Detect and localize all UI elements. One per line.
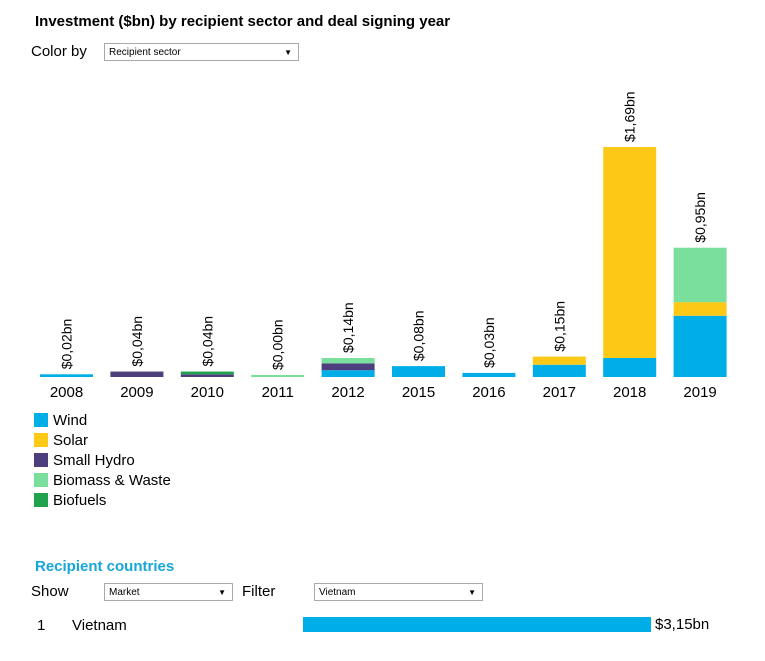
bar-segment-2017-wind[interactable] <box>532 364 586 377</box>
legend-label: Biomass & Waste <box>53 471 171 489</box>
bar-segment-2009-small-hydro[interactable] <box>110 371 164 377</box>
bar-segment-2012-biomass-waste[interactable] <box>321 357 375 364</box>
legend-item-small-hydro[interactable]: Small Hydro <box>34 450 171 470</box>
bar-total-label: $0,14bn <box>340 302 356 353</box>
legend-item-biofuels[interactable]: Biofuels <box>34 490 171 510</box>
bar-total-label: $0,02bn <box>59 319 75 370</box>
legend-swatch-solar <box>34 433 48 447</box>
show-selected: Market <box>109 587 140 598</box>
country-rank: 1 <box>37 617 46 634</box>
bar-segment-2019-biomass-waste[interactable] <box>673 247 727 303</box>
color-by-select[interactable]: Recipient sector ▼ <box>104 43 299 61</box>
x-tick-label: 2010 <box>191 384 224 401</box>
bar-segment-2010-small-hydro[interactable] <box>180 374 234 377</box>
bar-total-label: $0,00bn <box>270 319 286 370</box>
bar-segment-2010-biofuels[interactable] <box>180 371 234 375</box>
country-name: Vietnam <box>72 617 127 634</box>
bar-segment-2019-solar[interactable] <box>673 302 727 316</box>
x-tick-label: 2008 <box>50 384 83 401</box>
filter-label: Filter <box>242 583 276 600</box>
bar-segment-2016-wind[interactable] <box>462 372 516 377</box>
x-tick-label: 2009 <box>120 384 153 401</box>
show-select[interactable]: Market ▼ <box>104 583 233 601</box>
bar-total-label: $1,69bn <box>622 91 638 142</box>
bar-segment-2018-solar[interactable] <box>603 147 657 358</box>
filter-select[interactable]: Vietnam ▼ <box>314 583 483 601</box>
legend-label: Biofuels <box>53 491 107 509</box>
x-tick-label: 2012 <box>331 384 364 401</box>
chevron-down-icon: ▼ <box>468 588 476 597</box>
legend-label: Solar <box>53 431 89 449</box>
bar-segment-2018-wind[interactable] <box>603 357 657 377</box>
x-tick-label: 2015 <box>402 384 435 401</box>
country-bar-vietnam[interactable] <box>303 617 651 632</box>
x-tick-label: 2019 <box>683 384 716 401</box>
color-by-selected: Recipient sector <box>109 47 181 58</box>
x-tick-label: 2018 <box>613 384 646 401</box>
bar-segment-2012-small-hydro[interactable] <box>321 363 375 371</box>
legend: Wind Solar Small Hydro Biomass & Waste B… <box>34 410 171 510</box>
show-label: Show <box>31 583 69 600</box>
bar-segment-2011-biomass-waste[interactable] <box>251 375 305 377</box>
stacked-bar-chart: 2008 $0,02bn 2009 $0,04bn 2010 $0,04bn 2011 $0,… <box>40 91 727 401</box>
bar-segment-2017-solar[interactable] <box>532 356 586 365</box>
legend-item-wind[interactable]: Wind <box>34 410 171 430</box>
bar-segment-2012-wind[interactable] <box>321 370 375 377</box>
recipient-countries-title: Recipient countries <box>35 558 175 575</box>
legend-swatch-small-hydro <box>34 453 48 467</box>
bar-total-label: $0,95bn <box>692 192 708 243</box>
bar-segment-2008-wind[interactable] <box>40 374 93 377</box>
legend-item-solar[interactable]: Solar <box>34 430 171 450</box>
country-value-label: $3,15bn <box>655 616 710 633</box>
bar-total-label: $0,03bn <box>481 317 497 368</box>
chevron-down-icon: ▼ <box>218 588 226 597</box>
filter-selected: Vietnam <box>319 587 356 598</box>
bar-total-label: $0,08bn <box>411 311 427 362</box>
chevron-down-icon: ▼ <box>284 48 292 57</box>
bar-total-label: $0,15bn <box>551 301 567 352</box>
bar-total-label: $0,04bn <box>199 316 215 367</box>
legend-swatch-wind <box>34 413 48 427</box>
legend-swatch-biofuels <box>34 493 48 507</box>
bar-segment-2015-wind[interactable] <box>392 366 445 377</box>
legend-label: Wind <box>53 411 88 429</box>
x-tick-label: 2017 <box>543 384 576 401</box>
chart-title: Investment ($bn) by recipient sector and… <box>35 13 451 30</box>
x-tick-label: 2011 <box>262 384 294 401</box>
x-tick-label: 2016 <box>472 384 505 401</box>
legend-swatch-biomass-waste <box>34 473 48 487</box>
color-by-label: Color by <box>31 43 87 60</box>
legend-item-biomass-waste[interactable]: Biomass & Waste <box>34 470 171 490</box>
bar-total-label: $0,04bn <box>129 316 145 367</box>
legend-label: Small Hydro <box>53 451 135 469</box>
bar-segment-2019-wind[interactable] <box>673 315 727 377</box>
